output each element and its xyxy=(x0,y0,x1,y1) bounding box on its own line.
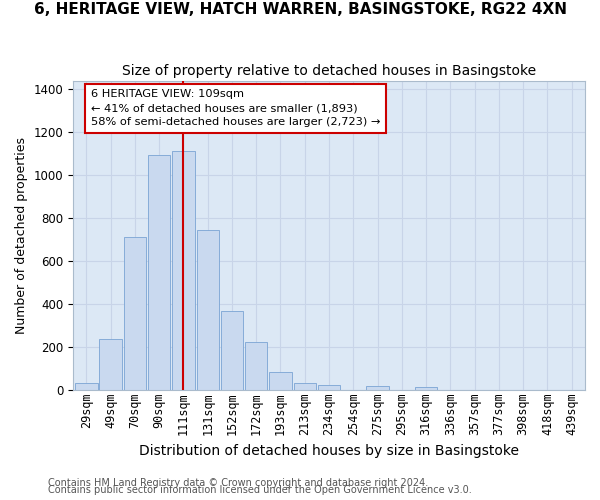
Bar xyxy=(75,383,98,390)
Text: Contains public sector information licensed under the Open Government Licence v3: Contains public sector information licen… xyxy=(48,485,472,495)
Bar xyxy=(172,152,194,390)
Bar xyxy=(415,388,437,390)
Bar xyxy=(245,342,268,390)
Bar xyxy=(148,154,170,390)
Text: 6, HERITAGE VIEW, HATCH WARREN, BASINGSTOKE, RG22 4XN: 6, HERITAGE VIEW, HATCH WARREN, BASINGST… xyxy=(34,2,566,18)
Bar xyxy=(124,237,146,390)
Bar xyxy=(367,386,389,390)
Y-axis label: Number of detached properties: Number of detached properties xyxy=(15,136,28,334)
Bar xyxy=(293,383,316,390)
Bar xyxy=(197,230,219,390)
Bar xyxy=(100,339,122,390)
Bar xyxy=(221,312,243,390)
Title: Size of property relative to detached houses in Basingstoke: Size of property relative to detached ho… xyxy=(122,64,536,78)
Bar xyxy=(318,386,340,390)
Bar xyxy=(269,372,292,390)
Text: 6 HERITAGE VIEW: 109sqm
← 41% of detached houses are smaller (1,893)
58% of semi: 6 HERITAGE VIEW: 109sqm ← 41% of detache… xyxy=(91,90,380,128)
Text: Contains HM Land Registry data © Crown copyright and database right 2024.: Contains HM Land Registry data © Crown c… xyxy=(48,478,428,488)
X-axis label: Distribution of detached houses by size in Basingstoke: Distribution of detached houses by size … xyxy=(139,444,519,458)
